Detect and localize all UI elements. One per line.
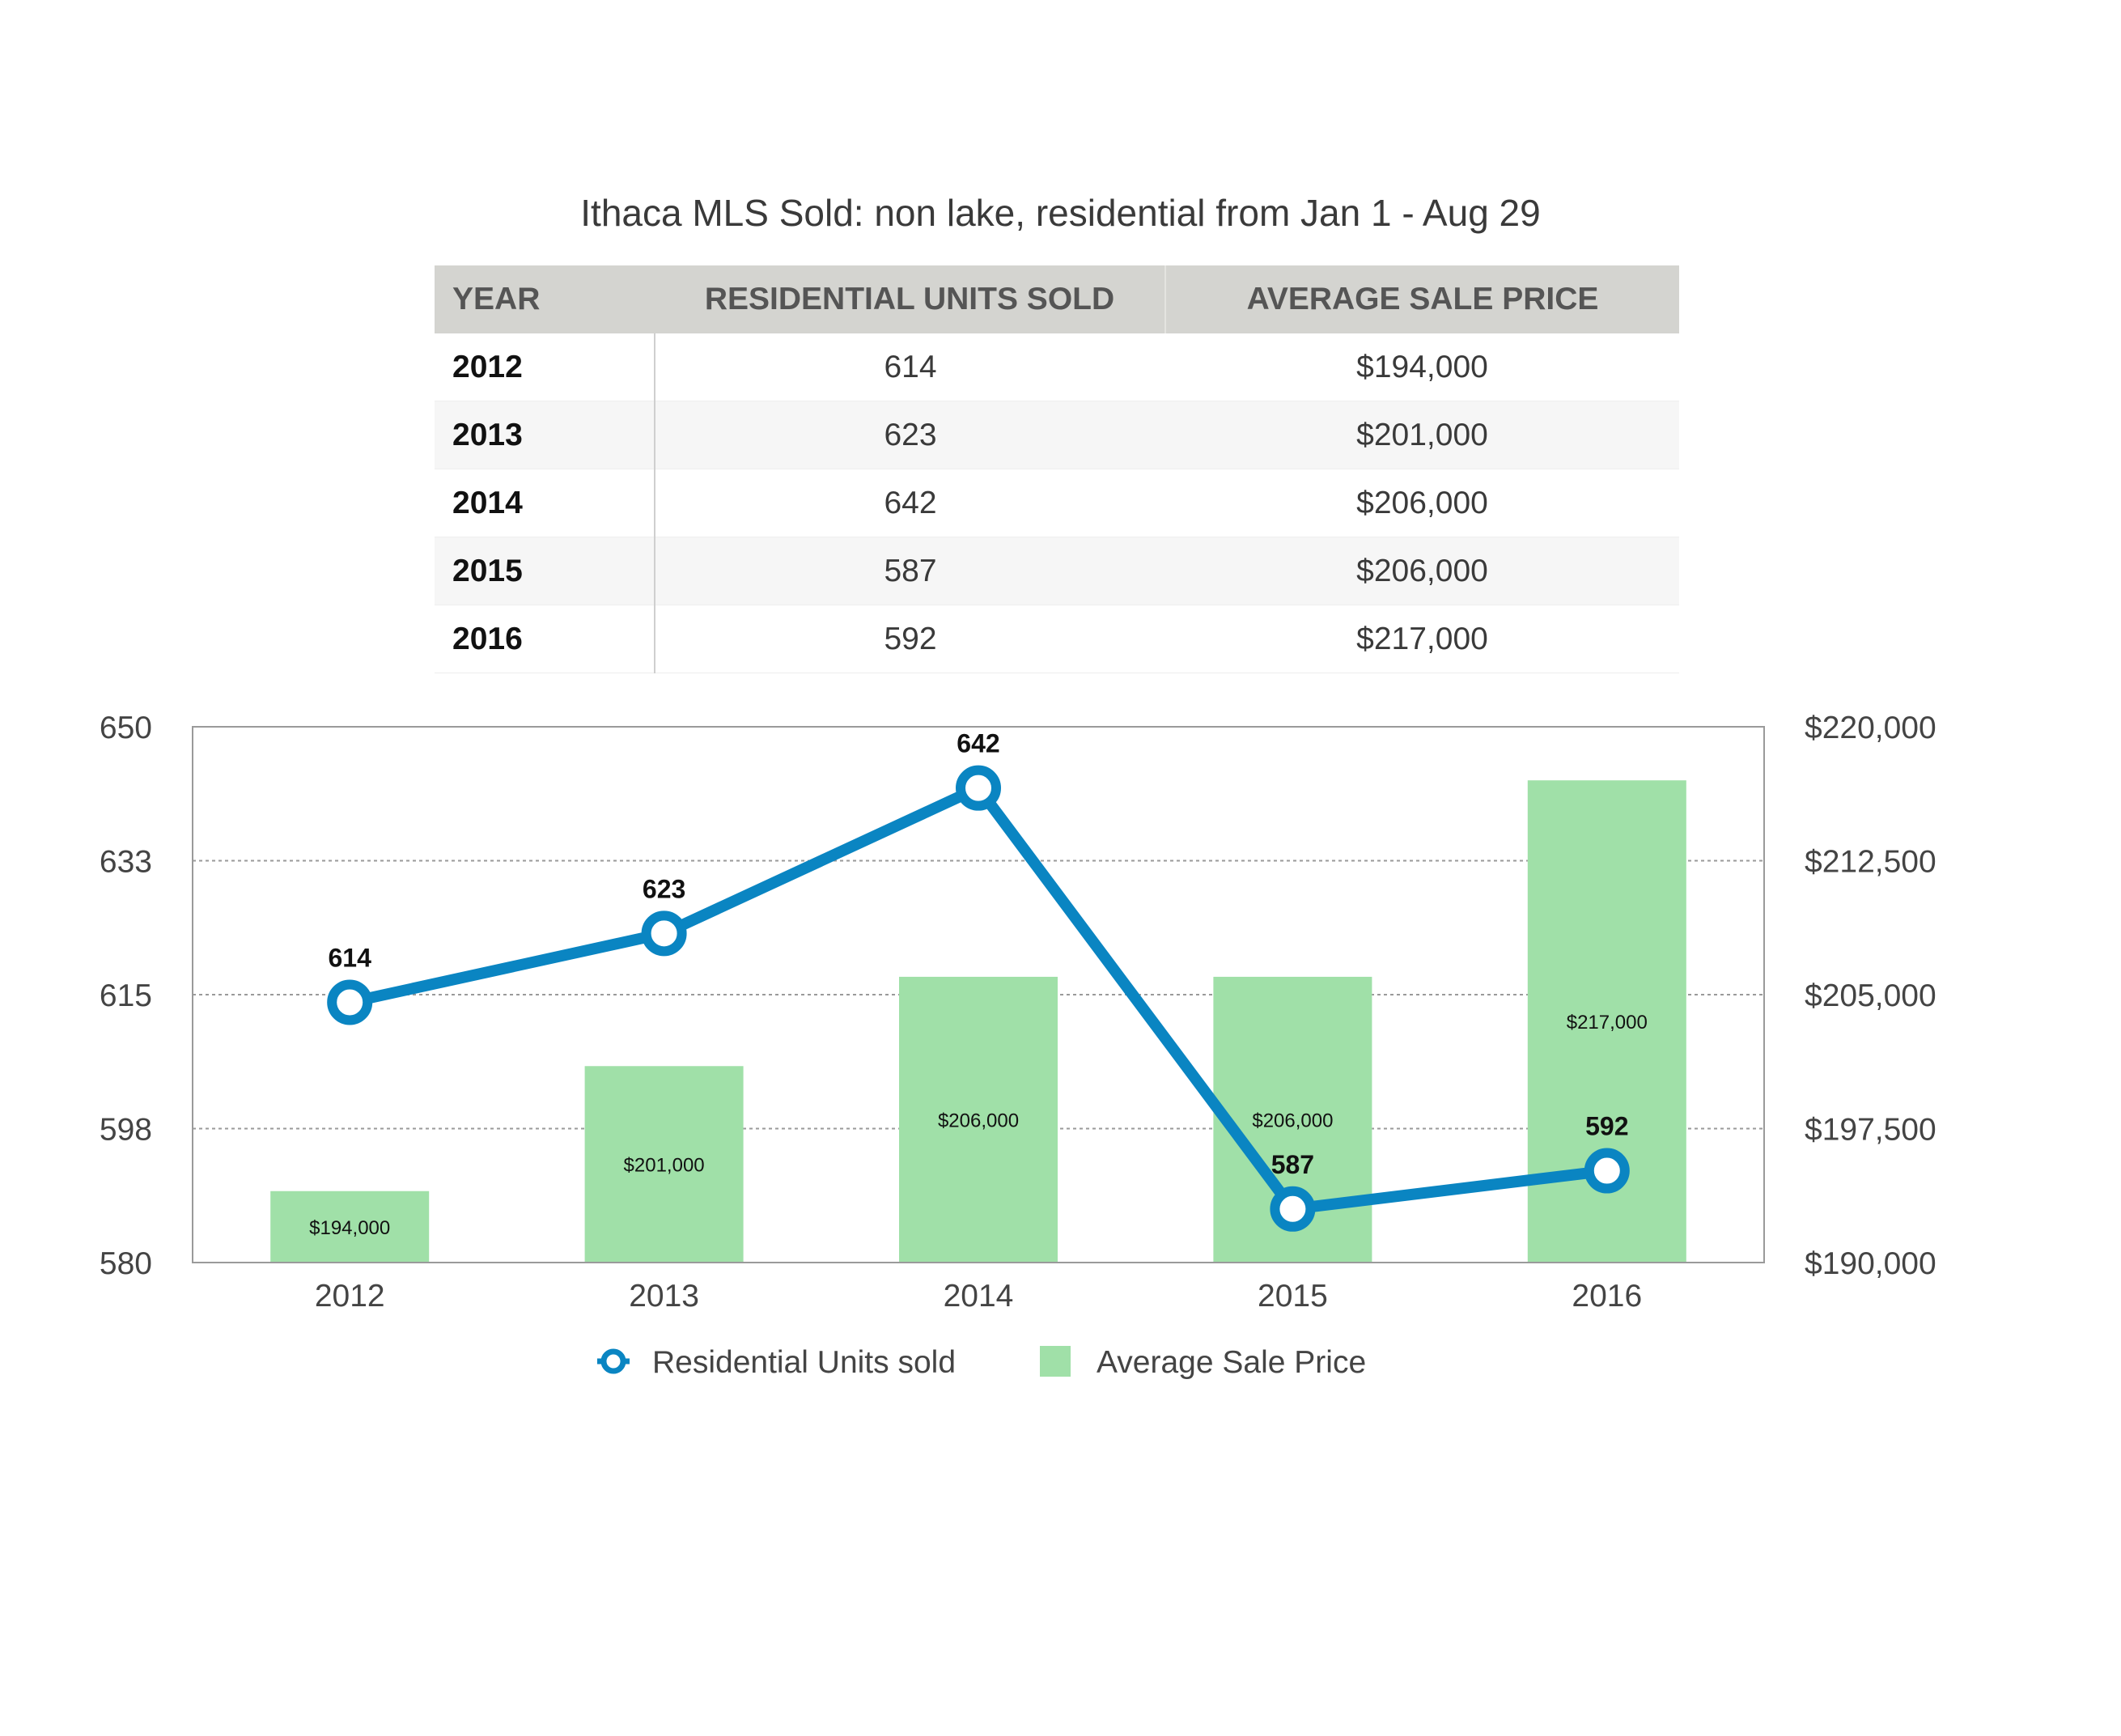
line-value-label: 592 — [1585, 1112, 1628, 1141]
x-tick-label: 2014 — [944, 1279, 1014, 1314]
legend-label-price: Average Sale Price — [1097, 1345, 1366, 1380]
y-right-tick-label: $205,000 — [1805, 978, 1936, 1013]
table-row: 2015 587 $206,000 — [435, 537, 1679, 605]
bar-value-label: $206,000 — [1252, 1110, 1333, 1131]
bar-2014 — [899, 976, 1058, 1263]
sales-table: YEAR RESIDENTIAL UNITS SOLD AVERAGE SALE… — [435, 265, 1679, 673]
chart-title: Ithaca MLS Sold: non lake, residential f… — [580, 192, 1541, 234]
table-cell-year: 2012 — [435, 333, 655, 401]
line-point-2012 — [327, 979, 373, 1025]
legend-line-marker — [600, 1348, 626, 1374]
table-cell-units: 623 — [655, 401, 1165, 469]
x-tick-label: 2016 — [1572, 1279, 1642, 1314]
bar-value-label: $206,000 — [938, 1110, 1019, 1131]
table-row: 2013 623 $201,000 — [435, 401, 1679, 469]
x-tick-label: 2015 — [1258, 1279, 1328, 1314]
table-header-year: YEAR — [435, 265, 655, 333]
line-value-label: 614 — [329, 943, 372, 972]
table-cell-price: $194,000 — [1165, 333, 1679, 401]
line-value-label: 642 — [957, 729, 999, 758]
bar-value-label: $201,000 — [624, 1155, 705, 1177]
line-point-2013 — [641, 910, 687, 957]
table-cell-units: 587 — [655, 537, 1165, 605]
table-row: 2014 642 $206,000 — [435, 469, 1679, 537]
table-cell-units: 642 — [655, 469, 1165, 537]
plot-frame — [192, 726, 1765, 1263]
line-point-2015 — [1270, 1186, 1316, 1232]
y-right-tick-label: $197,500 — [1805, 1113, 1936, 1148]
x-tick-label: 2013 — [629, 1279, 699, 1314]
line-point-2014 — [956, 765, 1001, 811]
bar-2013 — [584, 1066, 744, 1263]
bar-value-label: $194,000 — [309, 1217, 390, 1239]
legend-label-units: Residential Units sold — [652, 1345, 956, 1380]
table-cell-units: 592 — [655, 605, 1165, 673]
table-cell-year: 2016 — [435, 605, 655, 673]
table-row: 2016 592 $217,000 — [435, 605, 1679, 673]
y-left-tick-label: 580 — [100, 1246, 152, 1281]
line-value-label: 623 — [643, 874, 685, 903]
legend-bar-swatch — [1040, 1346, 1071, 1377]
bar-2012 — [270, 1191, 430, 1263]
table-cell-price: $217,000 — [1165, 605, 1679, 673]
table-cell-year: 2015 — [435, 537, 655, 605]
table-row: 2012 614 $194,000 — [435, 333, 1679, 401]
y-left-tick-label: 650 — [100, 711, 152, 745]
line-value-label: 587 — [1271, 1150, 1314, 1179]
table-header-units: RESIDENTIAL UNITS SOLD — [655, 265, 1166, 333]
table-cell-units: 614 — [655, 333, 1165, 401]
table-header-row: YEAR RESIDENTIAL UNITS SOLD AVERAGE SALE… — [435, 265, 1679, 333]
y-left-tick-label: 598 — [100, 1113, 152, 1148]
x-tick-label: 2012 — [315, 1279, 385, 1314]
y-left-tick-label: 615 — [100, 978, 152, 1013]
table-cell-price: $206,000 — [1165, 537, 1679, 605]
table-cell-price: $206,000 — [1165, 469, 1679, 537]
table-header-price: AVERAGE SALE PRICE — [1165, 265, 1679, 333]
y-right-tick-label: $190,000 — [1805, 1246, 1936, 1281]
y-left-tick-label: 633 — [100, 845, 152, 880]
y-right-tick-label: $220,000 — [1805, 711, 1936, 745]
table-cell-year: 2013 — [435, 401, 655, 469]
line-point-2016 — [1584, 1148, 1630, 1194]
y-right-tick-label: $212,500 — [1805, 845, 1936, 880]
table-cell-price: $201,000 — [1165, 401, 1679, 469]
table-cell-year: 2014 — [435, 469, 655, 537]
bar-value-label: $217,000 — [1567, 1012, 1648, 1034]
